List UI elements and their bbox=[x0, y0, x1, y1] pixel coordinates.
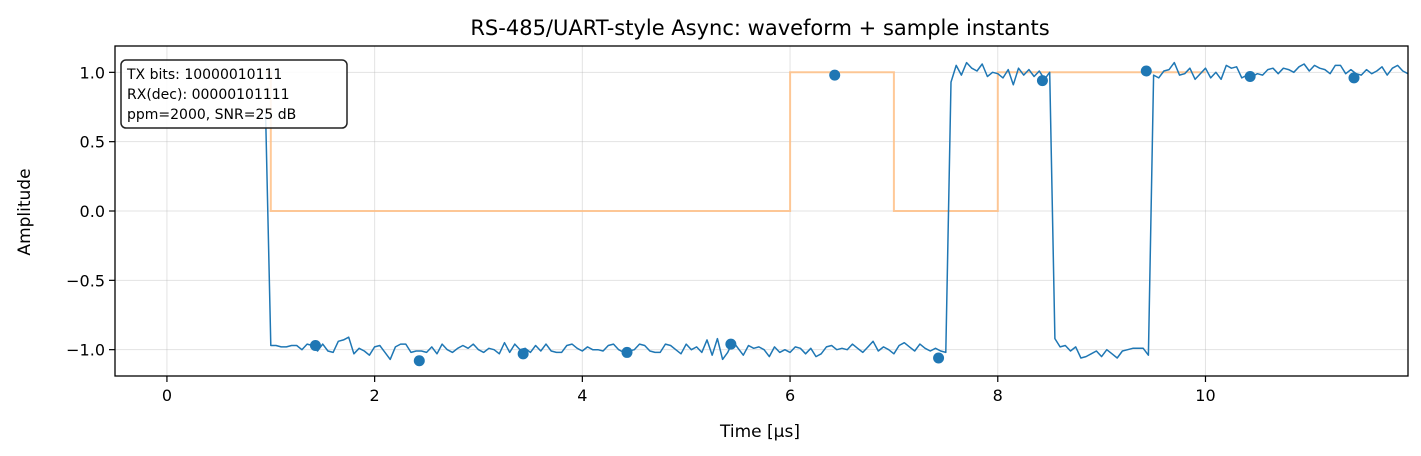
sample-point bbox=[309, 339, 321, 351]
sample-point bbox=[1244, 71, 1256, 83]
sample-point bbox=[1036, 75, 1048, 87]
y-tick-label: −0.5 bbox=[66, 271, 105, 290]
annotation-box: TX bits: 10000010111 RX(dec): 0000010111… bbox=[120, 59, 348, 129]
x-tick-label: 10 bbox=[1195, 386, 1215, 405]
sample-point bbox=[621, 346, 633, 358]
annotation-tx-bits: TX bits: 10000010111 bbox=[126, 67, 282, 83]
sample-point bbox=[933, 352, 945, 364]
plot-area bbox=[264, 61, 1408, 367]
sample-point bbox=[517, 348, 529, 360]
x-tick-label: 6 bbox=[785, 386, 795, 405]
y-axis-label: Amplitude bbox=[15, 168, 35, 255]
x-tick-label: 2 bbox=[370, 386, 380, 405]
y-tick-label: −1.0 bbox=[66, 341, 105, 360]
x-tick-label: 4 bbox=[577, 386, 587, 405]
sample-point bbox=[829, 69, 841, 81]
x-tick-label: 0 bbox=[162, 386, 172, 405]
sample-point bbox=[1140, 65, 1152, 77]
annotation-frame bbox=[120, 59, 348, 129]
chart-title: RS-485/UART-style Async: waveform + samp… bbox=[470, 16, 1049, 40]
sample-point bbox=[725, 338, 737, 350]
annotation-params: ppm=2000, SNR=25 dB bbox=[127, 107, 296, 123]
x-axis-label: Time [μs] bbox=[719, 422, 800, 442]
y-tick-label: 0.0 bbox=[80, 202, 105, 221]
x-tick-label: 8 bbox=[993, 386, 1003, 405]
y-tick-label: 1.0 bbox=[80, 63, 105, 82]
x-axis-ticks: 0 2 4 6 8 10 bbox=[162, 376, 1216, 405]
waveform-series bbox=[264, 61, 1408, 361]
sample-point bbox=[413, 355, 425, 367]
sample-instants-series bbox=[309, 65, 1360, 367]
y-tick-label: 0.5 bbox=[80, 133, 105, 152]
ideal-step-series bbox=[265, 71, 1206, 212]
annotation-rx-bits: RX(dec): 00000101111 bbox=[127, 87, 290, 103]
sample-point bbox=[1348, 72, 1360, 84]
y-axis-ticks: −1.0 −0.5 0.0 0.5 1.0 bbox=[66, 63, 115, 360]
